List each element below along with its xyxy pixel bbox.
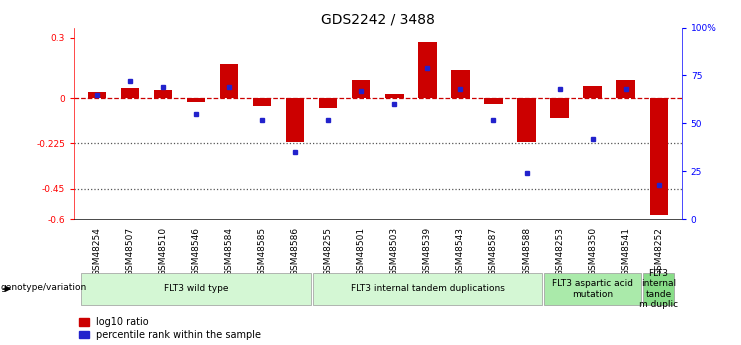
Bar	[617, 80, 634, 98]
Text: genotype/variation: genotype/variation	[1, 283, 87, 292]
Bar	[583, 86, 602, 98]
Bar	[551, 98, 568, 118]
Bar	[286, 98, 305, 142]
Text: FLT3 wild type: FLT3 wild type	[164, 284, 228, 294]
Bar	[220, 64, 239, 98]
Bar	[352, 80, 370, 98]
Bar	[451, 70, 470, 98]
Bar	[187, 98, 205, 102]
Bar	[517, 98, 536, 142]
Text: FLT3 aspartic acid
mutation: FLT3 aspartic acid mutation	[552, 279, 633, 299]
Legend: log10 ratio, percentile rank within the sample: log10 ratio, percentile rank within the …	[79, 317, 262, 340]
Bar	[253, 98, 271, 106]
Bar	[319, 98, 337, 108]
Text: FLT3 internal tandem duplications: FLT3 internal tandem duplications	[350, 284, 505, 294]
Bar	[419, 42, 436, 98]
Bar	[385, 94, 404, 98]
Bar	[88, 92, 106, 98]
Bar	[650, 98, 668, 215]
Text: FLT3
internal
tande
m duplic: FLT3 internal tande m duplic	[639, 269, 678, 309]
Bar	[154, 90, 173, 98]
Bar	[122, 88, 139, 98]
Bar	[485, 98, 502, 104]
Title: GDS2242 / 3488: GDS2242 / 3488	[321, 12, 435, 27]
